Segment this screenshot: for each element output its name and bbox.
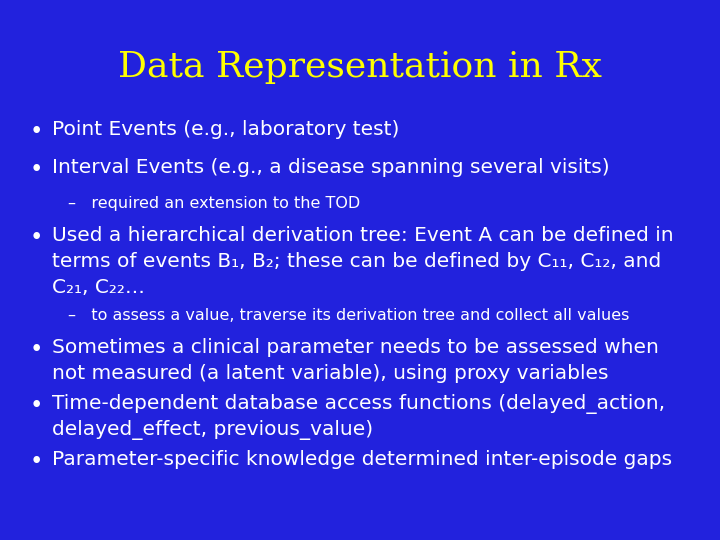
Text: •: • <box>30 338 43 361</box>
Text: •: • <box>30 226 43 249</box>
Text: –   to assess a value, traverse its derivation tree and collect all values: – to assess a value, traverse its deriva… <box>68 308 629 323</box>
Text: delayed_effect, previous_value): delayed_effect, previous_value) <box>52 420 373 440</box>
Text: Interval Events (e.g., a disease spanning several visits): Interval Events (e.g., a disease spannin… <box>52 158 610 177</box>
Text: not measured (a latent variable), using proxy variables: not measured (a latent variable), using … <box>52 364 608 383</box>
Text: •: • <box>30 158 43 181</box>
Text: C₂₁, C₂₂…: C₂₁, C₂₂… <box>52 278 145 297</box>
Text: Used a hierarchical derivation tree: Event A can be defined in: Used a hierarchical derivation tree: Eve… <box>52 226 674 245</box>
Text: terms of events B₁, B₂; these can be defined by C₁₁, C₁₂, and: terms of events B₁, B₂; these can be def… <box>52 252 661 271</box>
Text: –   required an extension to the TOD: – required an extension to the TOD <box>68 196 360 211</box>
Text: Sometimes a clinical parameter needs to be assessed when: Sometimes a clinical parameter needs to … <box>52 338 659 357</box>
Text: Data Representation in Rx: Data Representation in Rx <box>118 50 602 84</box>
Text: Point Events (e.g., laboratory test): Point Events (e.g., laboratory test) <box>52 120 400 139</box>
Text: Parameter-specific knowledge determined inter-episode gaps: Parameter-specific knowledge determined … <box>52 450 672 469</box>
Text: •: • <box>30 120 43 143</box>
Text: •: • <box>30 394 43 417</box>
Text: •: • <box>30 450 43 473</box>
Text: Time-dependent database access functions (delayed_action,: Time-dependent database access functions… <box>52 394 665 414</box>
